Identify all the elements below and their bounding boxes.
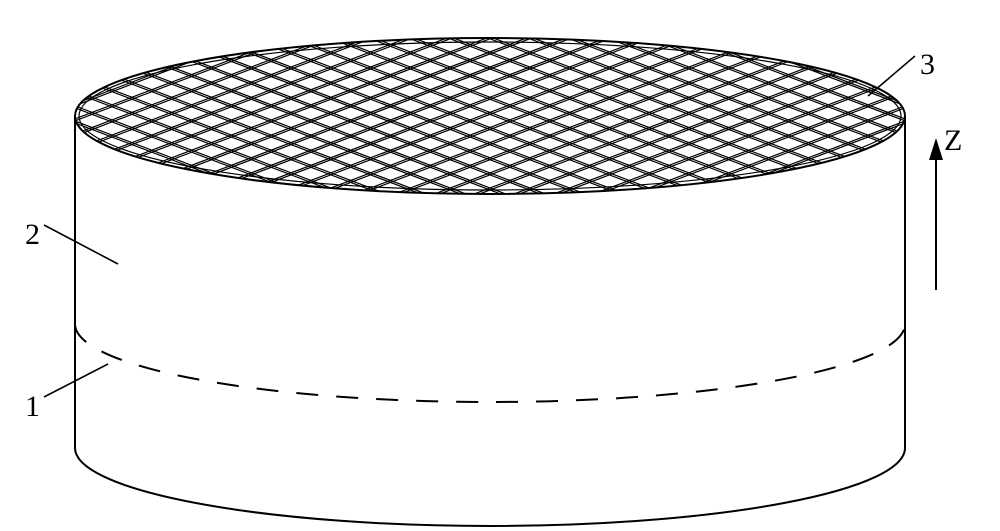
label-3: 3 [920, 48, 935, 82]
leader-3 [868, 56, 915, 96]
z-axis-arrow [929, 138, 943, 290]
layer-boundary-dashed [75, 324, 905, 402]
label-z: Z [944, 124, 962, 158]
label-2: 2 [25, 218, 40, 252]
leader-2 [44, 225, 118, 264]
top-face-hatch [35, 0, 945, 531]
label-1: 1 [25, 390, 40, 424]
cylinder-bottom-front [75, 448, 905, 526]
diagram-canvas [0, 0, 1000, 531]
